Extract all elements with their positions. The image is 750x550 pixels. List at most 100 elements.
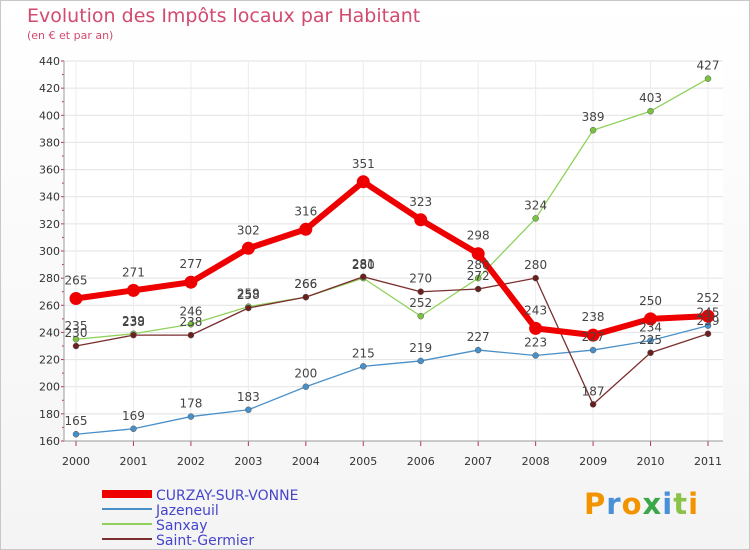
data-label-jazeneuil: 223 <box>524 336 547 350</box>
data-point-sanxay <box>532 215 539 222</box>
y-tick-label: 240 <box>39 326 60 339</box>
logo-letter: P <box>584 487 607 521</box>
x-tick-label: 2010 <box>637 455 665 468</box>
data-label-jazeneuil: 200 <box>294 367 317 381</box>
data-point-jazeneuil <box>474 346 482 354</box>
data-point-curzay-sur-vonne <box>126 283 140 297</box>
y-tick-label: 160 <box>39 435 60 448</box>
data-label-sanxay: 259 <box>237 287 260 301</box>
data-label-saint-germier: 239 <box>697 314 720 328</box>
logo-letter: i <box>662 487 674 521</box>
data-point-curzay-sur-vonne <box>644 312 658 326</box>
data-point-sanxay <box>72 335 80 343</box>
data-label-saint-germier: 280 <box>524 258 547 272</box>
data-label-curzay-sur-vonne: 271 <box>122 265 145 279</box>
axis-layer: 160 180 200 220 240 260 280 300 320 340 360 380 400 4… <box>39 55 723 468</box>
data-point-jazeneuil <box>360 363 367 370</box>
y-tick-label: 280 <box>39 272 60 285</box>
data-label-saint-germier: 272 <box>467 269 490 283</box>
data-point-saint-germier <box>647 349 654 357</box>
data-point-curzay-sur-vonne <box>299 222 313 236</box>
legend-label-jazeneuil: Jazeneuil <box>155 503 219 519</box>
y-tick-label: 420 <box>39 82 60 95</box>
data-point-saint-germier <box>704 330 712 338</box>
data-label-saint-germier: 270 <box>409 272 432 286</box>
data-label-jazeneuil: 227 <box>582 330 605 344</box>
legend: CURZAY-SUR-VONNEJazeneuilSanxaySaint-Ger… <box>102 488 298 549</box>
x-tick-label: 2000 <box>62 455 90 468</box>
data-point-jazeneuil <box>417 357 424 365</box>
data-point-curzay-sur-vonne <box>414 213 428 227</box>
y-tick-label: 340 <box>39 191 60 204</box>
y-tick-label: 300 <box>39 245 60 258</box>
data-label-sanxay: 280 <box>467 258 490 272</box>
y-tick-label: 320 <box>39 218 60 231</box>
data-point-curzay-sur-vonne <box>586 328 600 342</box>
data-label-saint-germier: 230 <box>65 326 88 340</box>
data-label-sanxay: 324 <box>524 198 547 212</box>
data-point-sanxay <box>474 274 482 282</box>
logo-letter: r <box>606 487 622 521</box>
data-point-sanxay <box>417 312 424 320</box>
data-point-saint-germier <box>72 342 80 350</box>
data-point-saint-germier <box>360 273 367 281</box>
data-label-curzay-sur-vonne: 238 <box>582 310 605 324</box>
data-point-sanxay <box>647 107 654 115</box>
data-point-saint-germier <box>589 401 597 408</box>
logo-letter: i <box>688 487 700 521</box>
x-tick-label: 2004 <box>292 455 320 468</box>
data-label-jazeneuil: 234 <box>639 321 662 335</box>
data-label-curzay-sur-vonne: 298 <box>467 229 490 243</box>
data-point-sanxay <box>589 126 597 134</box>
data-point-jazeneuil <box>130 425 137 433</box>
data-label-saint-germier: 266 <box>294 277 317 291</box>
data-point-sanxay <box>187 321 195 328</box>
data-label-jazeneuil: 245 <box>697 306 720 320</box>
data-point-curzay-sur-vonne <box>529 321 543 335</box>
data-label-jazeneuil: 215 <box>352 346 375 360</box>
data-point-saint-germier <box>130 331 137 339</box>
data-label-sanxay: 246 <box>179 304 202 318</box>
x-tick-label: 2003 <box>234 455 262 468</box>
series-line-curzay-sur-vonne <box>73 178 711 339</box>
data-label-jazeneuil: 169 <box>122 409 145 423</box>
data-point-jazeneuil <box>647 337 654 344</box>
data-label-sanxay: 403 <box>639 91 662 105</box>
data-label-curzay-sur-vonne: 243 <box>524 303 547 317</box>
grid-layer <box>64 60 723 442</box>
data-label-sanxay: 266 <box>294 277 317 291</box>
data-label-curzay-sur-vonne: 252 <box>697 291 720 305</box>
legend-label-sanxay: Sanxay <box>156 518 208 534</box>
data-label-sanxay: 239 <box>122 314 145 328</box>
data-point-curzay-sur-vonne <box>356 175 370 189</box>
data-point-saint-germier <box>302 293 310 301</box>
legend-label-saint-germier: Saint-Germier <box>156 533 254 549</box>
data-point-saint-germier <box>474 285 482 293</box>
data-label-curzay-sur-vonne: 277 <box>179 257 202 271</box>
data-label-saint-germier: 225 <box>639 333 662 347</box>
x-tick-label: 2008 <box>522 455 550 468</box>
data-point-curzay-sur-vonne <box>69 292 83 305</box>
y-tick-label: 440 <box>39 55 60 68</box>
logo-letter: x <box>642 487 663 521</box>
y-tick-label: 400 <box>39 109 60 122</box>
legend-label-curzay-sur-vonne: CURZAY-SUR-VONNE <box>156 488 298 504</box>
data-point-curzay-sur-vonne <box>701 309 715 323</box>
y-tick-label: 380 <box>39 136 60 149</box>
data-point-saint-germier <box>245 304 252 312</box>
logo-letter: t <box>673 487 689 521</box>
x-tick-label: 2002 <box>177 455 205 468</box>
data-point-jazeneuil <box>302 383 310 390</box>
logo-letter: o <box>621 487 643 521</box>
proxiti-logo: Proxiti <box>584 487 699 521</box>
data-label-curzay-sur-vonne: 323 <box>409 195 432 209</box>
data-point-jazeneuil <box>589 346 597 354</box>
data-label-jazeneuil: 219 <box>409 341 432 355</box>
x-tick-label: 2011 <box>694 455 722 468</box>
data-label-sanxay: 280 <box>352 258 375 272</box>
data-label-curzay-sur-vonne: 316 <box>294 204 317 218</box>
chart-title: Evolution des Impôts locaux par Habitant <box>27 5 421 27</box>
data-label-jazeneuil: 183 <box>237 390 260 404</box>
